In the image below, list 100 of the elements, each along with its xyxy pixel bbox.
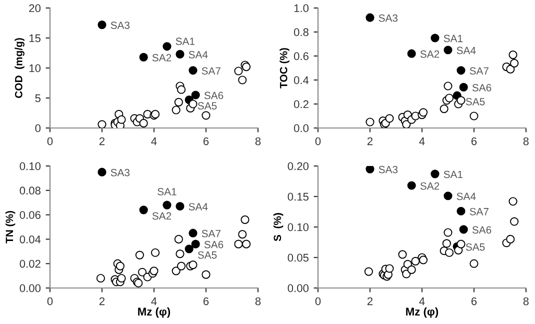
y-tick-label: 15 <box>29 34 41 42</box>
annotation: SA5 <box>198 102 217 110</box>
point <box>176 250 184 258</box>
point <box>444 82 452 90</box>
point <box>188 66 198 75</box>
point <box>162 200 172 210</box>
point <box>445 248 454 257</box>
y-tick-label: 0.00 <box>288 284 309 292</box>
point <box>440 104 448 114</box>
y-tick-label: 0.8 <box>294 28 308 36</box>
point <box>174 234 183 244</box>
y-tick-label: 0.4 <box>294 76 309 84</box>
x-tick-label: 0 <box>47 137 53 146</box>
x-tick-label: 8 <box>523 137 529 146</box>
annotation: SA2 <box>152 54 172 62</box>
annotation: SA6 <box>204 240 224 248</box>
point <box>470 112 478 120</box>
point <box>407 49 416 58</box>
point <box>459 225 468 234</box>
point <box>191 240 200 248</box>
point <box>506 234 515 244</box>
annotation: SA5 <box>466 98 485 106</box>
annotation: SA3 <box>110 168 130 176</box>
y-tick-label: 0.6 <box>294 52 308 60</box>
x-axis-title: Mz (φ) <box>138 307 170 318</box>
point <box>510 58 519 68</box>
annotation: SA5 <box>466 243 485 251</box>
y-tick-label: 0.05 <box>288 254 309 262</box>
annotation: SA2 <box>420 182 440 190</box>
x-tick-label: 2 <box>367 137 373 146</box>
x-tick-label: 6 <box>471 137 477 146</box>
x-tick-label: 6 <box>203 137 209 146</box>
x-tick-label: 2 <box>367 297 373 306</box>
point <box>444 192 452 200</box>
point <box>385 264 394 273</box>
annotation: SA3 <box>110 22 130 29</box>
y-tick-label: 0.06 <box>20 211 40 219</box>
point <box>411 256 420 266</box>
y-tick-label: 0.10 <box>20 162 41 170</box>
annotation: SA4 <box>456 192 476 200</box>
y-tick-label: 0.10 <box>288 223 309 232</box>
point <box>419 108 428 117</box>
annotation: SA1 <box>444 34 463 42</box>
y-tick-label: 0 <box>35 124 41 132</box>
point <box>238 230 247 239</box>
point <box>98 20 106 30</box>
point <box>456 240 466 248</box>
annotation: SA3 <box>378 166 398 174</box>
annotation: SA1 <box>158 188 176 196</box>
point <box>407 265 416 274</box>
point <box>139 52 148 62</box>
point <box>510 217 519 226</box>
point <box>402 120 411 128</box>
x-tick-label: 8 <box>255 297 261 306</box>
point <box>191 90 200 100</box>
point <box>442 239 451 248</box>
y-tick-label: 1.0 <box>294 4 309 12</box>
y-tick-label: 0.20 <box>288 162 309 170</box>
y-tick-label: 0.0 <box>294 124 309 132</box>
point <box>385 114 394 123</box>
point <box>407 181 416 190</box>
point <box>430 170 440 178</box>
annotation: SA4 <box>188 203 208 210</box>
annotation: SA4 <box>188 51 208 58</box>
y-tick-label: 0.2 <box>294 100 308 108</box>
point <box>234 66 243 76</box>
point <box>419 256 428 264</box>
point <box>162 42 172 51</box>
point <box>117 115 126 124</box>
point <box>188 100 198 108</box>
point <box>98 168 106 176</box>
y-tick-label: 0.00 <box>20 284 41 292</box>
x-tick-label: 4 <box>151 137 157 146</box>
annotation: SA6 <box>472 226 492 234</box>
y-axis-title: COD (mg/g) <box>14 38 24 98</box>
point <box>172 106 180 114</box>
point <box>456 96 466 105</box>
point <box>188 228 198 238</box>
point <box>177 85 186 94</box>
point <box>506 64 515 74</box>
x-tick-label: 4 <box>419 297 425 306</box>
point <box>366 166 374 174</box>
point <box>202 111 210 120</box>
point <box>174 98 183 106</box>
point <box>202 270 210 279</box>
x-tick-label: 4 <box>419 137 425 146</box>
point <box>430 34 440 42</box>
annotation: SA3 <box>378 14 398 22</box>
point <box>176 202 184 211</box>
y-tick-label: 0.15 <box>288 192 309 201</box>
point <box>470 259 478 268</box>
x-tick-label: 8 <box>255 137 261 146</box>
y-tick-label: 10 <box>29 64 41 72</box>
annotation: SA7 <box>202 67 220 75</box>
annotation: SA7 <box>470 67 488 75</box>
x-tick-label: 0 <box>47 297 53 306</box>
point <box>444 46 452 54</box>
point <box>96 274 105 283</box>
point <box>176 50 184 58</box>
point <box>242 240 251 248</box>
